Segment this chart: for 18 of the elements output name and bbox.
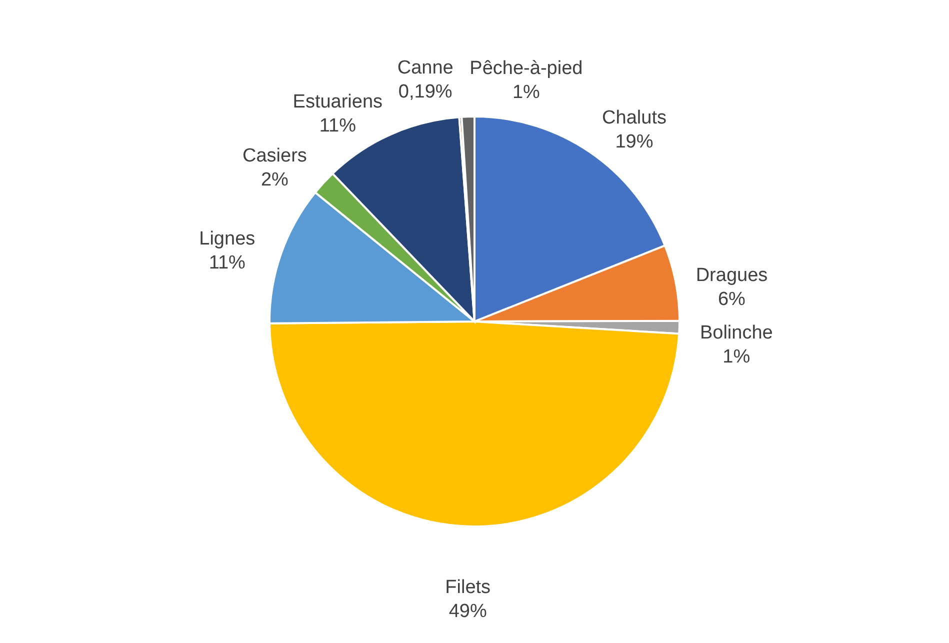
data-label: 49%	[448, 600, 487, 622]
slice-label: Lignes	[199, 228, 256, 250]
slice-label: Pêche-à-pied	[470, 58, 583, 80]
data-label: 1%	[722, 346, 750, 368]
data-label: 19%	[615, 131, 654, 152]
data-label: 6%	[718, 289, 746, 310]
data-label: 0,19%	[398, 82, 452, 103]
data-label: 1%	[512, 82, 540, 104]
data-label: 2%	[260, 169, 289, 190]
slice-label: Canne	[397, 58, 454, 79]
slice-label: Dragues	[696, 265, 768, 286]
slice-label: Estuariens	[292, 92, 383, 113]
slice-label: Bolinche	[700, 322, 773, 344]
slice-label: Casiers	[242, 145, 307, 166]
slice-label: Chaluts	[602, 107, 666, 128]
data-label: 11%	[208, 252, 246, 274]
slice-label: Filets	[445, 576, 491, 598]
data-label: 11%	[319, 116, 356, 137]
